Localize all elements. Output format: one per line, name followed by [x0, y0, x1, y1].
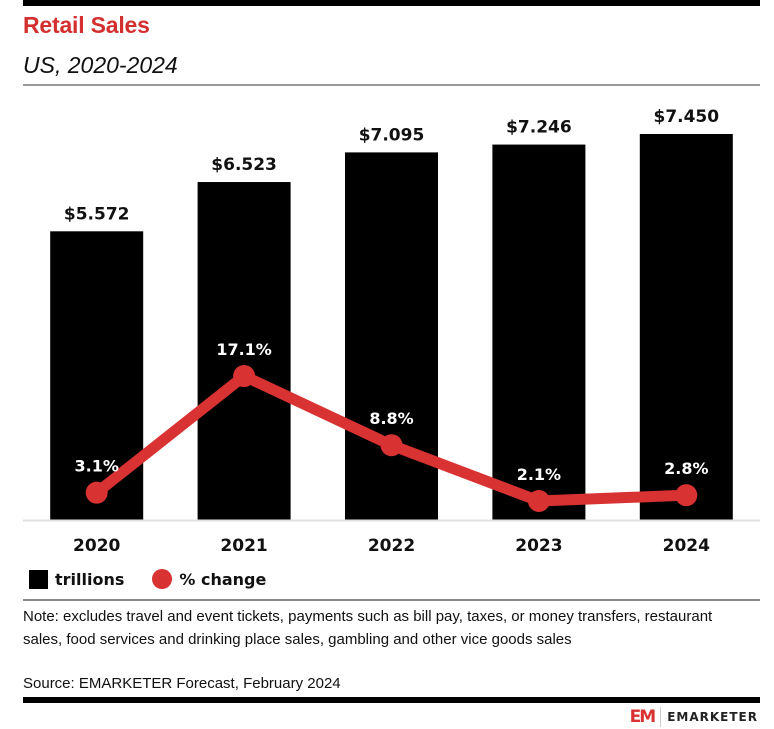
- legend-bar-swatch-icon: [29, 569, 48, 589]
- logo-mark-icon: EM: [630, 707, 662, 727]
- x-tick-label: 2021: [220, 536, 267, 556]
- pct-change-point-2020: [85, 481, 108, 504]
- bar-value-label: $6.523: [211, 155, 277, 175]
- x-tick-label: 2022: [368, 536, 415, 556]
- subtitle-divider: [23, 84, 760, 86]
- x-tick-label: 2020: [73, 536, 120, 556]
- pct-change-point-2024: [675, 484, 698, 507]
- bar-value-label: $5.572: [64, 204, 130, 224]
- emarketer-logo: EM EMARKETER: [630, 707, 758, 727]
- bar-value-label: $7.246: [506, 118, 572, 138]
- bar-2022: [345, 152, 438, 520]
- x-tick-label: 2023: [515, 536, 562, 556]
- legend: trillions % change: [29, 569, 266, 589]
- chart-area: $5.572 $6.523 $7.095 $7.246 $7.450 3.1% 17.1%…: [23, 107, 760, 556]
- pct-change-point-2023: [527, 490, 550, 513]
- chart-title: Retail Sales: [23, 12, 150, 38]
- legend-line-label: % change: [179, 569, 267, 589]
- bar-2023: [492, 144, 586, 520]
- bar-2020: [50, 231, 144, 520]
- chart-subtitle: US, 2020-2024: [23, 52, 178, 78]
- pct-change-label: 8.8%: [369, 409, 413, 428]
- pct-change-label: 3.1%: [75, 457, 119, 476]
- pct-change-label: 17.1%: [216, 340, 272, 359]
- pct-change-label: 2.8%: [664, 459, 708, 478]
- footnote: Note: excludes travel and event tickets,…: [23, 608, 713, 648]
- legend-bar-label: trillions: [55, 569, 125, 589]
- top-rule: [23, 0, 760, 6]
- source-note: Source: EMARKETER Forecast, February 202…: [23, 675, 341, 692]
- logo-wordmark: EMARKETER: [667, 710, 758, 724]
- legend-divider: [23, 599, 760, 601]
- pct-change-point-2021: [233, 365, 256, 388]
- bottom-rule: [23, 697, 760, 703]
- pct-change-label: 2.1%: [517, 465, 561, 484]
- legend-line-swatch-icon: [152, 569, 173, 589]
- bar-value-label: $7.450: [653, 107, 719, 127]
- bar-value-label: $7.095: [359, 125, 425, 145]
- bar-2021: [197, 182, 291, 521]
- x-tick-label: 2024: [663, 536, 710, 556]
- pct-change-point-2022: [380, 434, 403, 457]
- bar-2024: [639, 134, 733, 520]
